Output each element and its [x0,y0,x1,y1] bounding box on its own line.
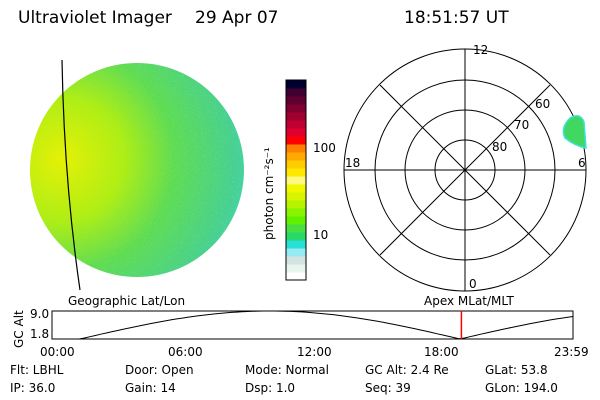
colorbar-tick-100: 100 [313,141,336,155]
colorbar-frame [285,79,307,281]
colorbar-segment [286,240,306,249]
xtick-2359: 23:59 [554,345,589,359]
xtick-0000: 00:00 [40,345,75,359]
info-field: Flt: LBHL [10,363,64,377]
colorbar-segment [286,80,306,89]
colorbar-segment [286,104,306,113]
polar-label-6: 6 [578,156,586,170]
polar-label-18: 18 [345,156,361,170]
colorbar-segment [286,264,306,273]
colorbar-segment [286,168,306,177]
alt-plot-frame [51,310,574,340]
apex-title: Apex MLat/MLT [424,294,514,308]
colorbar-segment [286,216,306,225]
info-field: Mode: Normal [245,363,329,377]
polar-grid [343,48,587,292]
colorbar-segment [286,256,306,265]
xtick-1800: 18:00 [424,345,459,359]
altitude-curve [52,310,574,340]
uv-image [30,59,244,291]
colorbar-tick-10: 10 [313,228,329,242]
colorbar-segment [286,144,306,153]
terminator-line [61,59,81,291]
xtick-0600: 06:00 [168,345,203,359]
xtick-1200: 12:00 [297,345,332,359]
alt-ylabel: GC Alt [12,310,26,348]
colorbar-segment [286,96,306,105]
colorbar-segment [286,120,306,129]
lat-label-70: 70 [514,118,530,132]
colorbar-segment [286,224,306,233]
colorbar-segment [286,152,306,161]
info-field: Door: Open [125,363,194,377]
geographic-title: Geographic Lat/Lon [68,294,186,308]
info-field: GLon: 194.0 [485,381,558,395]
time-label: 18:51:57 UT [404,8,509,28]
colorbar-segment [286,248,306,257]
instrument-title: Ultraviolet Imager [18,8,172,28]
info-field: GLat: 53.8 [485,363,548,377]
lat-label-60: 60 [535,97,551,111]
polar-label-12: 12 [473,43,489,57]
polar-label-0: 0 [469,277,477,291]
colorbar-segment [286,208,306,217]
colorbar-segment [286,192,306,201]
info-field: Seq: 39 [365,381,411,395]
colorbar-segment [286,272,306,281]
colorbar-segment [286,112,306,121]
info-field: Gain: 14 [125,381,176,395]
ytick-9: 9.0 [30,307,50,321]
colorbar-segment [286,160,306,169]
date-label: 29 Apr 07 [195,8,279,28]
aurora-patch [562,115,587,149]
colorbar-segment [286,136,306,145]
info-field: IP: 36.0 [10,381,56,395]
colorbar-segment [286,88,306,97]
info-field: Dsp: 1.0 [245,381,296,395]
lat-label-80: 80 [492,140,508,154]
colorbar-segment [286,176,306,185]
colorbar-segment [286,200,306,209]
colorbar-segment [286,128,306,137]
ytick-1-8: 1.8 [30,327,50,341]
colorbar-label: photon cm⁻²s⁻¹ [262,147,276,240]
colorbar [285,79,307,281]
colorbar-segment [286,184,306,193]
colorbar-segment [286,232,306,241]
info-field: GC Alt: 2.4 Re [365,363,449,377]
